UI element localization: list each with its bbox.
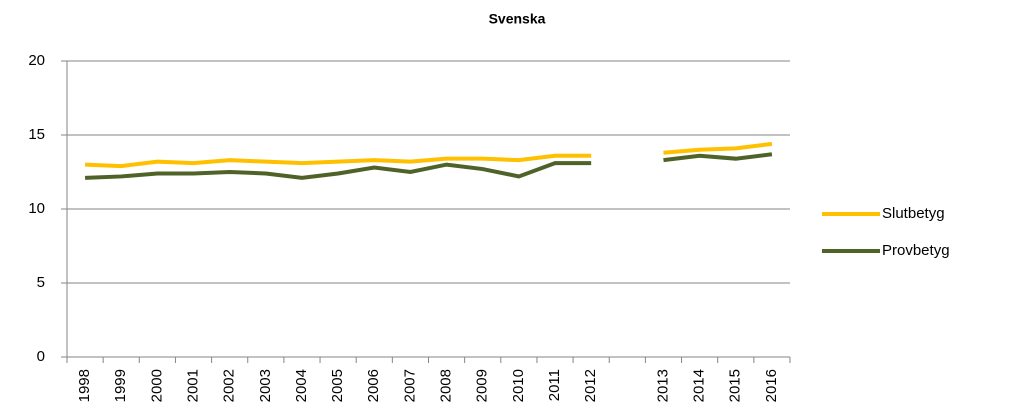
y-tick-label: 20 (28, 52, 45, 69)
x-tick-label: 2002 (221, 369, 238, 402)
legend-label: Slutbetyg (882, 205, 945, 222)
x-tick-label: 2008 (438, 369, 455, 402)
y-tick-label: 10 (28, 200, 45, 217)
x-tick-label: 2007 (401, 369, 418, 402)
x-tick-label: 1998 (76, 369, 93, 402)
series-line (84, 152, 773, 180)
x-tick-label: 2000 (148, 369, 165, 402)
x-tick-label: 2003 (257, 369, 274, 402)
chart-title: Svenska (489, 11, 546, 27)
legend-label: Provbetyg (882, 242, 950, 259)
x-tick-label: 2001 (184, 369, 201, 402)
x-tick-label: 2013 (654, 369, 671, 402)
x-tick-label: 2005 (329, 369, 346, 402)
x-tick-label: 2011 (546, 369, 563, 401)
x-tick-label: 1999 (112, 369, 129, 402)
series-line (84, 141, 773, 169)
x-tick-label: 2014 (691, 369, 708, 402)
x-tick-label: 2004 (293, 369, 310, 402)
x-tick-label: 2015 (727, 369, 744, 402)
y-tick-label: 5 (37, 274, 45, 291)
x-tick-label: 2009 (474, 369, 491, 402)
x-tick-label: 2010 (510, 369, 527, 402)
x-tick-label: 2006 (365, 369, 382, 402)
y-tick-label: 0 (37, 348, 45, 365)
x-tick-label: 2016 (763, 369, 780, 402)
y-tick-label: 15 (28, 126, 45, 143)
x-tick-label: 2012 (582, 369, 599, 402)
